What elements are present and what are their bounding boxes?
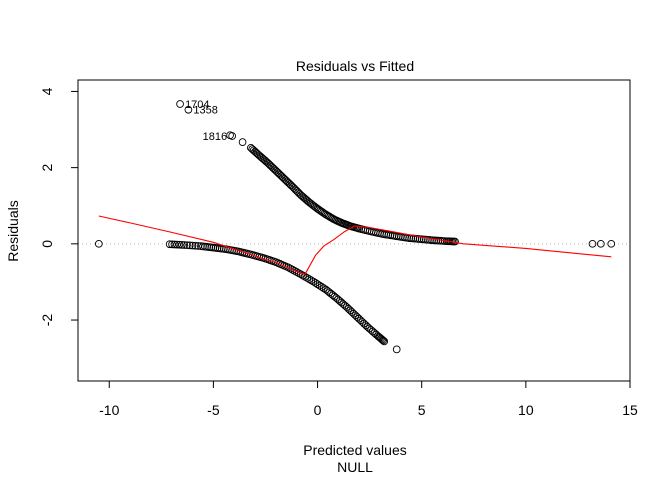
data-point (379, 336, 388, 345)
x-tick-label: 10 (518, 402, 534, 418)
data-point (94, 239, 103, 248)
smooth-trend-line (98, 215, 612, 275)
data-point (287, 181, 296, 190)
data-point (283, 177, 291, 186)
data-point (596, 239, 605, 248)
x-tick-label: -10 (99, 402, 119, 418)
y-tick-label: 0 (39, 240, 55, 248)
data-point (392, 345, 401, 354)
data-point (307, 276, 316, 285)
data-point (274, 169, 283, 178)
data-point (299, 271, 307, 280)
data-point (278, 173, 287, 182)
data-point (180, 241, 189, 249)
data-point (248, 145, 257, 153)
x-axis: -10 -5 0 5 10 15 (99, 380, 638, 418)
data-point (238, 138, 247, 146)
points-layer (94, 100, 616, 354)
data-point (309, 277, 318, 286)
y-axis: -2 0 2 4 (39, 87, 79, 327)
data-point (430, 236, 439, 245)
data-point (292, 187, 301, 195)
data-point (170, 240, 179, 249)
data-point (295, 189, 304, 198)
data-point (188, 241, 197, 250)
data-point (177, 241, 186, 249)
data-point (285, 180, 294, 188)
data-point (175, 240, 184, 249)
y-tick-label: 2 (39, 164, 55, 172)
data-point (286, 264, 295, 273)
data-point (185, 241, 194, 250)
data-point (247, 143, 255, 152)
data-point (276, 170, 284, 179)
data-point (311, 279, 320, 287)
data-point (319, 284, 328, 293)
data-point (315, 281, 324, 290)
data-point (288, 182, 297, 191)
data-point (290, 184, 298, 192)
data-point (267, 162, 276, 171)
data-point (272, 166, 280, 175)
data-point (432, 236, 441, 245)
x-axis-title: Predicted values (303, 442, 407, 458)
y-axis-title: Residuals (5, 200, 21, 261)
data-point (303, 274, 311, 282)
data-point (228, 132, 236, 140)
point-label: 1704 (185, 99, 209, 111)
x-tick-label: 15 (622, 402, 638, 418)
smooth-line-layer (98, 215, 612, 275)
data-point (273, 168, 282, 176)
y-tick-label: 4 (39, 87, 55, 95)
data-point (284, 178, 293, 187)
data-point (270, 165, 279, 174)
y-tick-label: -2 (39, 314, 55, 327)
data-point (292, 268, 301, 276)
point-label: 1358 (193, 105, 217, 117)
data-point (249, 146, 258, 155)
data-point (265, 160, 273, 168)
data-point (262, 157, 271, 166)
data-point (168, 240, 176, 249)
data-point (269, 164, 277, 172)
data-point (281, 176, 290, 184)
data-point (380, 337, 389, 346)
data-point (317, 283, 326, 291)
data-point (588, 239, 597, 248)
data-point (165, 240, 174, 249)
x-tick-label: 5 (418, 402, 426, 418)
x-tick-label: 0 (314, 402, 322, 418)
data-point (251, 147, 259, 156)
data-point (291, 185, 300, 194)
data-point (378, 335, 386, 344)
chart-title: Residuals vs Fitted (296, 58, 414, 74)
data-point (277, 172, 286, 180)
data-point (288, 265, 297, 274)
data-point (176, 100, 184, 108)
data-point (191, 241, 200, 250)
data-point (607, 239, 616, 248)
data-point (183, 241, 191, 250)
data-point (305, 275, 314, 283)
data-point (184, 105, 193, 114)
data-point (173, 240, 181, 249)
data-point (266, 161, 275, 170)
data-point (294, 188, 302, 197)
data-point (263, 158, 272, 167)
data-point (313, 280, 322, 289)
data-point (284, 263, 293, 272)
x-tick-label: -5 (207, 402, 220, 418)
data-point (280, 174, 289, 183)
x-axis-subtitle: NULL (337, 459, 373, 475)
data-point (290, 267, 299, 275)
point-label: 1816 (203, 131, 227, 143)
